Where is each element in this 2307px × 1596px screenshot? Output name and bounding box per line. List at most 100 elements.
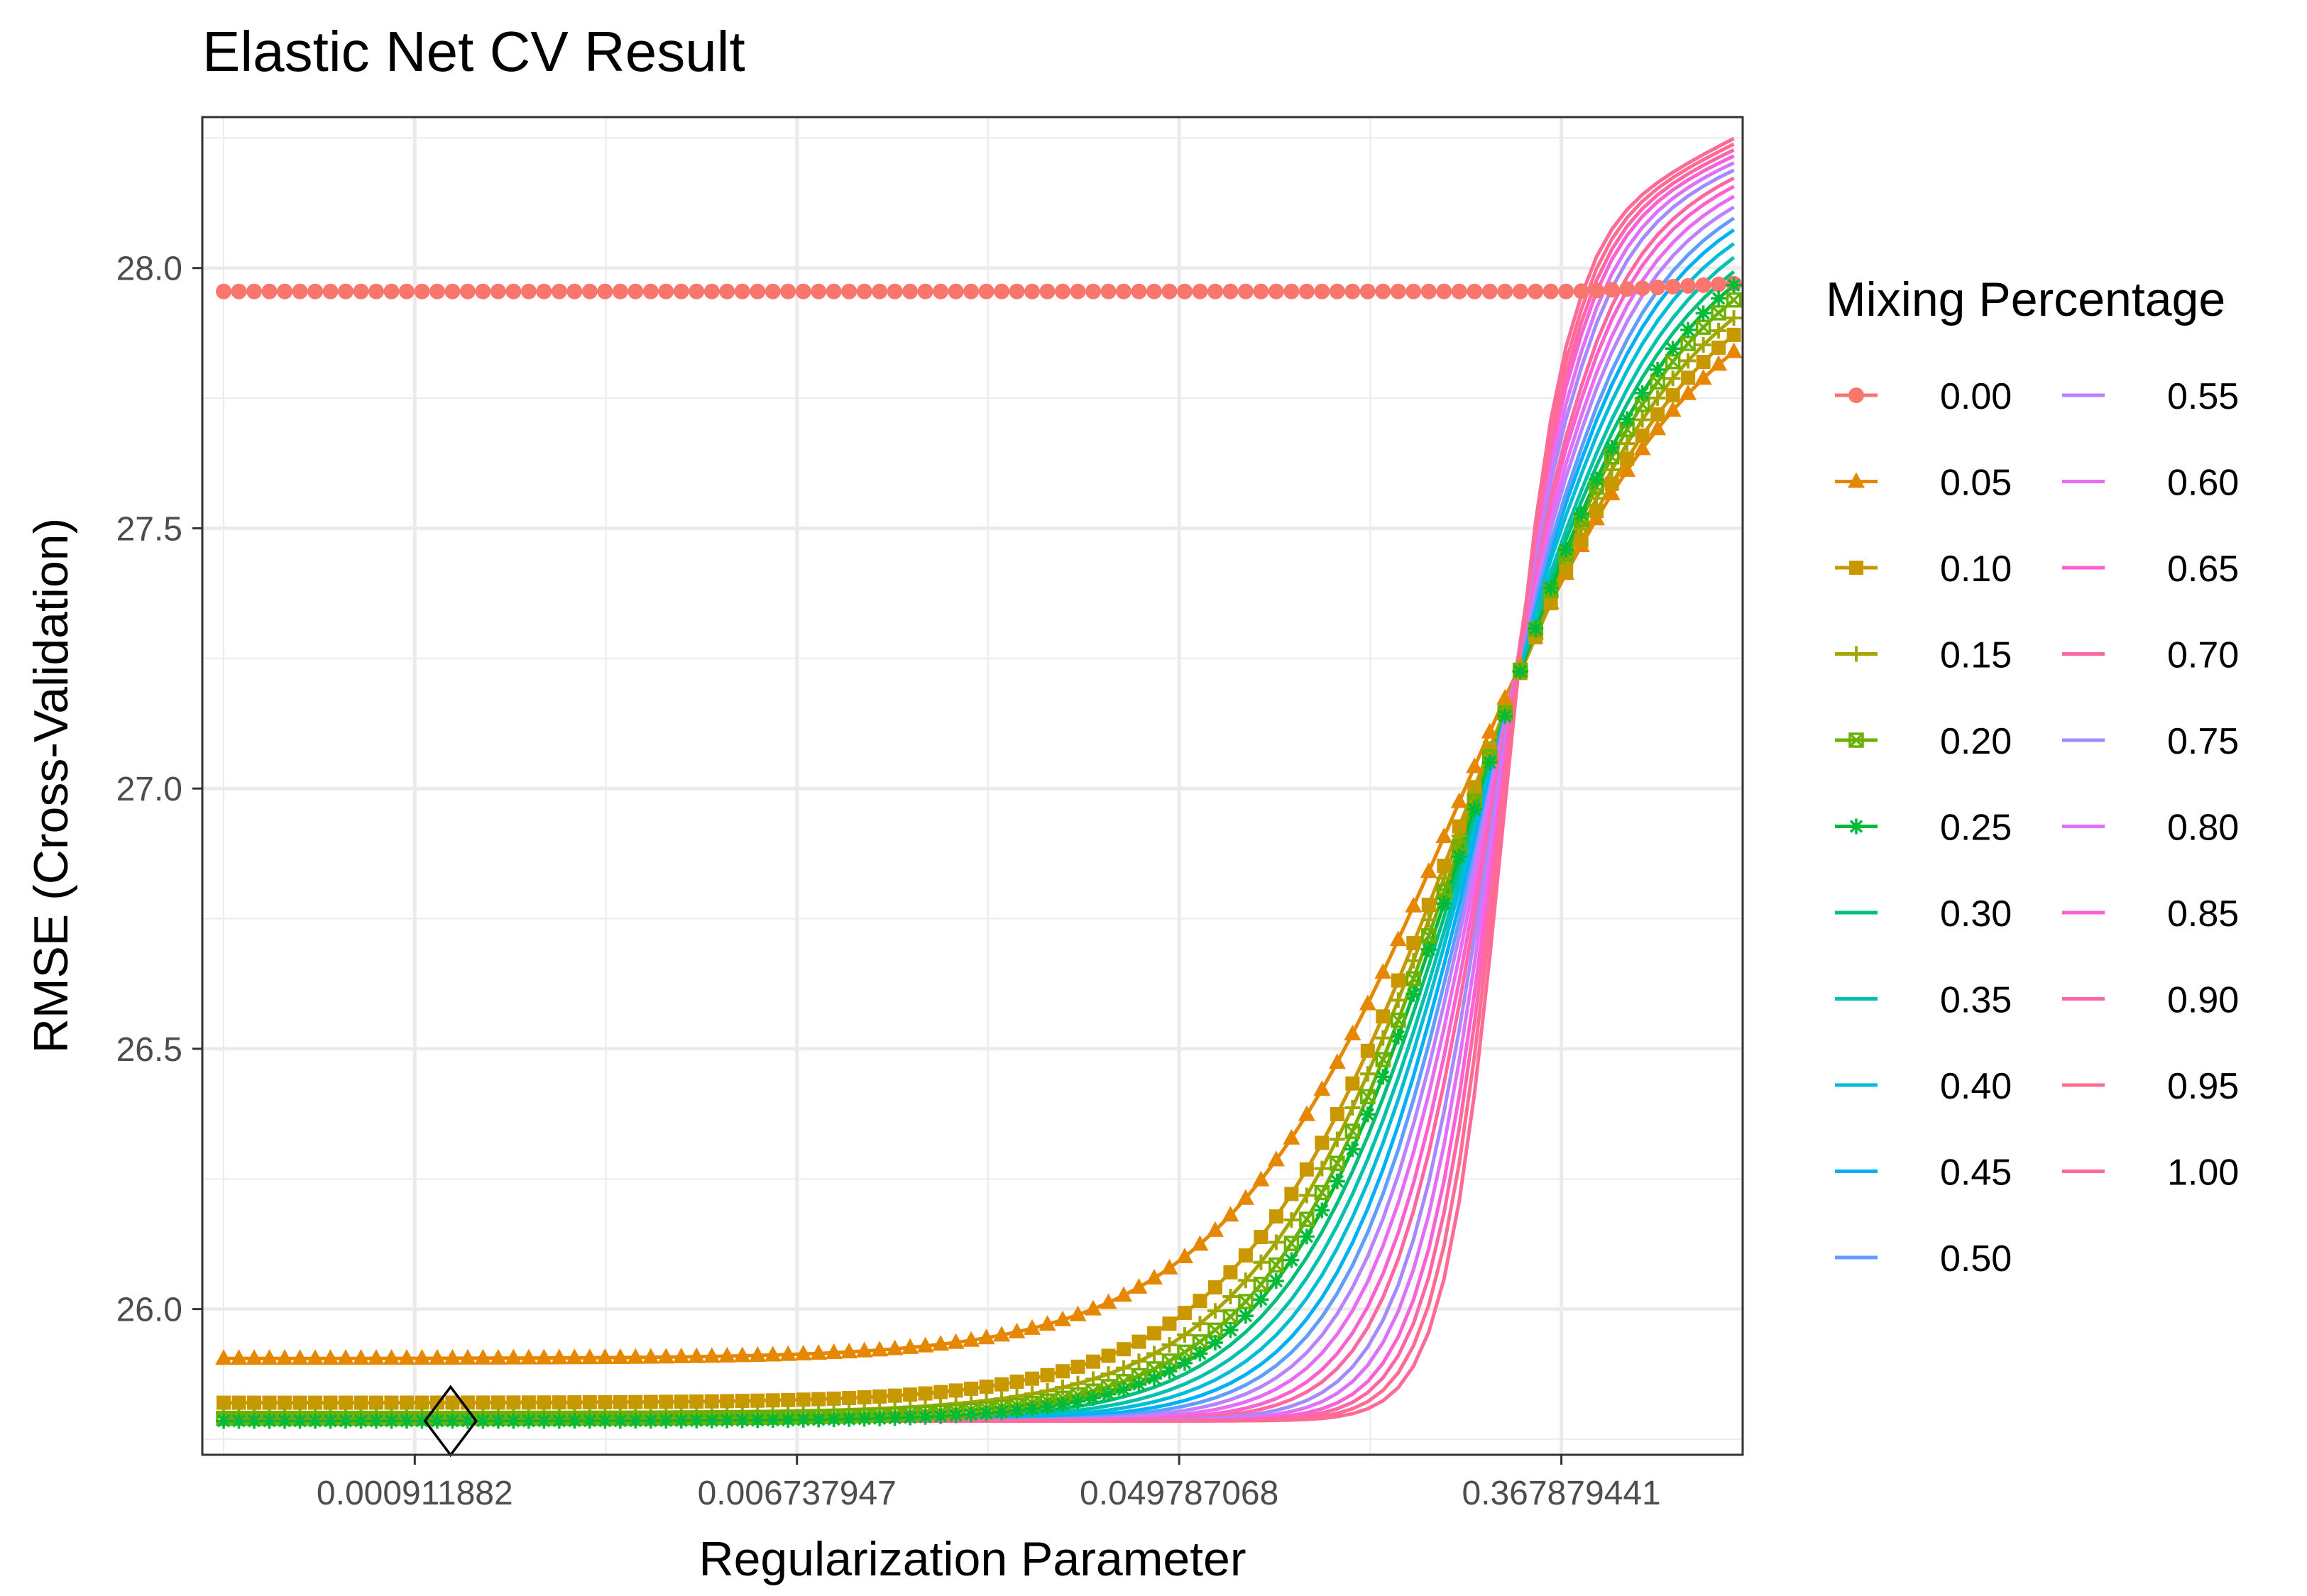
series-point-0.00	[1314, 283, 1330, 299]
series-point-0.25	[795, 1411, 811, 1428]
plot-panel-border	[201, 116, 1744, 1456]
series-point-0.10	[1345, 1076, 1360, 1091]
series-point-0.25	[978, 1405, 994, 1421]
series-point-0.25	[383, 1413, 400, 1429]
series-point-0.05	[871, 1341, 889, 1357]
series-point-0.20	[1283, 1235, 1300, 1251]
series-point-0.20	[1314, 1184, 1330, 1201]
series-point-0.00	[505, 283, 522, 299]
series-point-0.00	[994, 283, 1010, 299]
series-point-0.15	[1237, 1272, 1254, 1289]
series-point-0.05	[1603, 484, 1621, 500]
legend-label-0.10: 0.10	[1940, 549, 2012, 590]
series-point-0.05	[1085, 1299, 1102, 1316]
series-point-0.25	[307, 1413, 324, 1429]
series-point-0.10	[628, 1394, 643, 1409]
series-point-0.00	[1100, 283, 1117, 299]
series-point-0.05	[398, 1349, 415, 1365]
series-point-0.15	[1405, 952, 1422, 969]
series-point-0.15	[1283, 1212, 1300, 1228]
series-point-0.00	[1650, 280, 1666, 296]
series-point-0.10	[1131, 1334, 1146, 1349]
series-point-0.00	[1451, 283, 1467, 299]
series-point-0.15	[1634, 412, 1650, 428]
series-point-0.05	[794, 1345, 812, 1361]
series-point-0.10	[964, 1381, 979, 1396]
series-point-0.25	[1009, 1402, 1025, 1419]
series-point-0.10	[704, 1394, 719, 1409]
series-point-0.25	[1436, 896, 1452, 912]
series-point-0.00	[1467, 283, 1483, 299]
series-point-0.10	[826, 1391, 841, 1406]
series-point-0.25	[551, 1413, 567, 1429]
legend-label-0.90: 0.90	[2167, 980, 2239, 1021]
series-point-0.10	[598, 1394, 613, 1409]
series-point-0.10	[1681, 370, 1696, 385]
series-point-0.25	[628, 1413, 644, 1429]
series-point-0.20	[1619, 422, 1635, 437]
series-point-0.10	[994, 1377, 1009, 1392]
series-point-0.15	[1726, 310, 1742, 326]
series-point-0.05	[1130, 1277, 1148, 1294]
legend-label-0.15: 0.15	[1940, 635, 2012, 676]
series-point-0.25	[475, 1413, 491, 1429]
x-tick-label: 0.367879441	[1462, 1475, 1660, 1512]
series-point-0.05	[1664, 401, 1682, 417]
series-point-0.00	[811, 283, 827, 299]
series-point-0.00	[1192, 283, 1208, 299]
series-point-0.05	[825, 1343, 843, 1360]
series-point-0.10	[765, 1393, 780, 1408]
series-point-0.25	[948, 1407, 964, 1424]
series-point-0.05	[596, 1348, 614, 1365]
series-point-0.00	[1634, 280, 1650, 297]
series-point-0.00	[1359, 283, 1376, 299]
series-point-0.00	[719, 283, 735, 299]
series-point-0.10	[1284, 1187, 1299, 1201]
series-point-0.25	[490, 1413, 506, 1429]
series-point-0.20	[1360, 1089, 1376, 1105]
series-point-0.00	[689, 283, 705, 299]
series-point-0.00	[353, 283, 369, 299]
series-point-0.00	[856, 283, 872, 299]
legend-label-0.60: 0.60	[2167, 463, 2239, 504]
series-point-0.25	[917, 1409, 933, 1425]
series-point-0.25	[1024, 1401, 1041, 1417]
series-point-0.05	[1344, 1024, 1361, 1040]
x-tick-label: 0.049787068	[1080, 1475, 1278, 1512]
series-point-0.05	[1649, 419, 1667, 436]
series-point-0.00	[536, 283, 552, 299]
series-point-0.05	[902, 1338, 919, 1354]
series-point-0.00	[231, 283, 247, 299]
series-point-0.10	[1665, 387, 1680, 402]
series-point-0.25	[1542, 580, 1559, 596]
series-point-0.15	[1329, 1131, 1345, 1148]
series-point-0.25	[566, 1413, 583, 1429]
series-point-0.25	[1192, 1345, 1208, 1362]
grid	[202, 117, 1743, 1455]
series-point-0.00	[261, 283, 278, 299]
series-point-0.10	[1696, 355, 1711, 370]
series-point-0.15	[1436, 870, 1452, 886]
series-point-0.00	[1604, 282, 1620, 298]
series-point-0.05	[1725, 342, 1743, 358]
series-point-0.20	[1207, 1322, 1223, 1338]
series-point-0.05	[489, 1348, 507, 1365]
series-point-0.00	[887, 283, 903, 299]
series-point-0.25	[902, 1409, 919, 1426]
series-point-0.00	[841, 283, 857, 299]
series-point-0.25	[337, 1413, 354, 1429]
series-point-0.00	[1298, 283, 1315, 299]
series-point-0.10	[1116, 1342, 1131, 1357]
series-point-0.05	[1114, 1286, 1132, 1302]
series-point-0.00	[872, 283, 888, 299]
series-point-0.00	[246, 283, 263, 299]
series-point-0.25	[581, 1413, 598, 1429]
series-point-0.25	[1176, 1355, 1193, 1371]
series-point-0.05	[215, 1349, 233, 1365]
series-point-0.00	[1695, 277, 1711, 293]
series-point-0.05	[291, 1349, 309, 1365]
series-point-0.25	[856, 1411, 872, 1427]
series-point-0.15	[1039, 1382, 1056, 1399]
series-point-0.20	[1405, 971, 1422, 987]
